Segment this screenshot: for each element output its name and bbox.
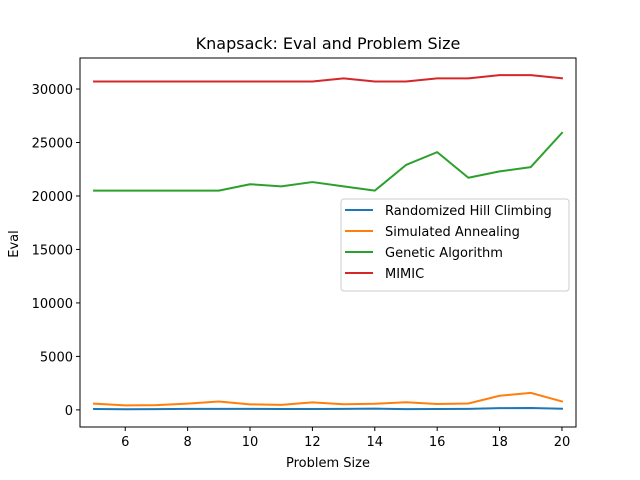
x-tick-label: 8: [183, 435, 191, 450]
y-tick-label: 20000: [32, 190, 73, 205]
series-line-mimic: [93, 74, 564, 83]
legend: Randomized Hill Climbing Simulated Anneal…: [340, 198, 570, 292]
series-layer: [92, 74, 564, 411]
legend-label: MIMIC: [385, 267, 424, 282]
y-tick-label: 15000: [32, 243, 73, 258]
x-tick-label: 18: [491, 435, 508, 450]
x-tick-label: 12: [304, 435, 321, 450]
series-line-genetic-algorithm: [93, 131, 564, 192]
legend-box: [340, 198, 570, 292]
axes-frame: [79, 57, 577, 428]
x-tick-label: 16: [429, 435, 446, 450]
x-tick-label: 14: [367, 435, 384, 450]
series-line-randomized-hill-climbing: [93, 406, 563, 411]
legend-label: Genetic Algorithm: [385, 246, 503, 261]
y-tick-label: 25000: [32, 136, 73, 151]
x-tick-label: 10: [242, 435, 259, 450]
x-tick-label: 6: [121, 435, 129, 450]
y-tick-label: 0: [65, 404, 73, 419]
x-axis-title: Problem Size: [286, 456, 370, 471]
y-tick-label: 10000: [32, 297, 73, 312]
legend-label: Randomized Hill Climbing: [385, 204, 552, 219]
y-tick-label: 30000: [32, 83, 73, 98]
x-tick-label: 20: [554, 435, 571, 450]
legend-label: Simulated Annealing: [385, 225, 520, 240]
y-tick-label: 5000: [40, 350, 73, 365]
y-axis-title: Eval: [7, 230, 22, 258]
chart-title: Knapsack: Eval and Problem Size: [196, 34, 461, 53]
plot-area: [79, 57, 577, 428]
x-axis: 6 8 10 12 14 16 18 20: [121, 427, 570, 450]
y-axis: 0 5000 10000 15000 20000 25000 30000: [32, 83, 80, 419]
series-line-simulated-annealing: [92, 391, 564, 407]
